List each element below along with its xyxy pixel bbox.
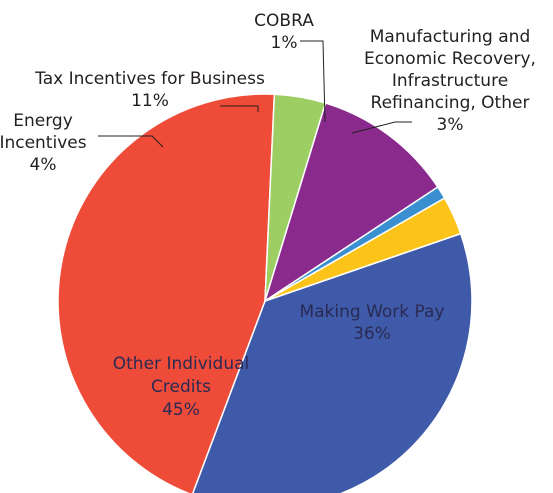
slice-percent-label: 11%: [131, 91, 169, 111]
slice-label-line: Manufacturing and: [370, 27, 531, 47]
pie-slice-making-work-pay: [192, 232, 473, 493]
pie-slice-other-individual: [57, 93, 276, 493]
slice-label-making-work-pay: Making Work Pay 36%: [299, 302, 444, 344]
slice-percent-label: 1%: [271, 33, 298, 53]
slice-label-line: Infrastructure: [392, 71, 508, 91]
slice-label-line: Economic Recovery,: [364, 49, 536, 69]
pie-slice-manufacturing-and: [264, 197, 462, 302]
slice-label-cobra: COBRA 1%: [254, 11, 314, 53]
slice-labels: Making Work Pay 36% Other Individual Credit…: [0, 11, 536, 420]
leader-line-tax-incentives-for-business: [220, 105, 259, 112]
slice-label-other-individual: Other Individual Credits 45%: [113, 354, 249, 420]
slice-label-line: Refinancing, Other: [371, 93, 530, 113]
slice-label-line: Tax Incentives for Business: [34, 69, 265, 89]
slice-label-line: Credits: [151, 377, 211, 397]
slice-percent-label: 36%: [353, 324, 391, 344]
slice-percent-label: 4%: [30, 155, 57, 175]
leader-lines: [98, 40, 412, 148]
pie-slices: [57, 93, 473, 493]
slice-label-tax-incentives-for-business: Tax Incentives for Business 11%: [34, 69, 265, 111]
slice-label-line: Incentives: [0, 133, 87, 153]
slice-percent-label: 45%: [162, 400, 200, 420]
slice-label-line: Making Work Pay: [299, 302, 444, 322]
slice-label-line: COBRA: [254, 11, 314, 31]
leader-line-manufacturing-and: [351, 121, 412, 134]
slice-percent-label: 3%: [437, 115, 464, 135]
slice-label-line: Energy: [13, 111, 73, 131]
leader-line-energy: [98, 135, 164, 148]
slice-label-line: Other Individual: [113, 354, 249, 374]
leader-line-cobra: [300, 40, 326, 123]
slice-label-energy: Energy Incentives 4%: [0, 111, 87, 175]
pie-slice-tax-incentives-for-business: [263, 102, 439, 303]
slice-label-manufacturing-and: Manufacturing and Economic Recovery, Infra…: [364, 27, 536, 135]
